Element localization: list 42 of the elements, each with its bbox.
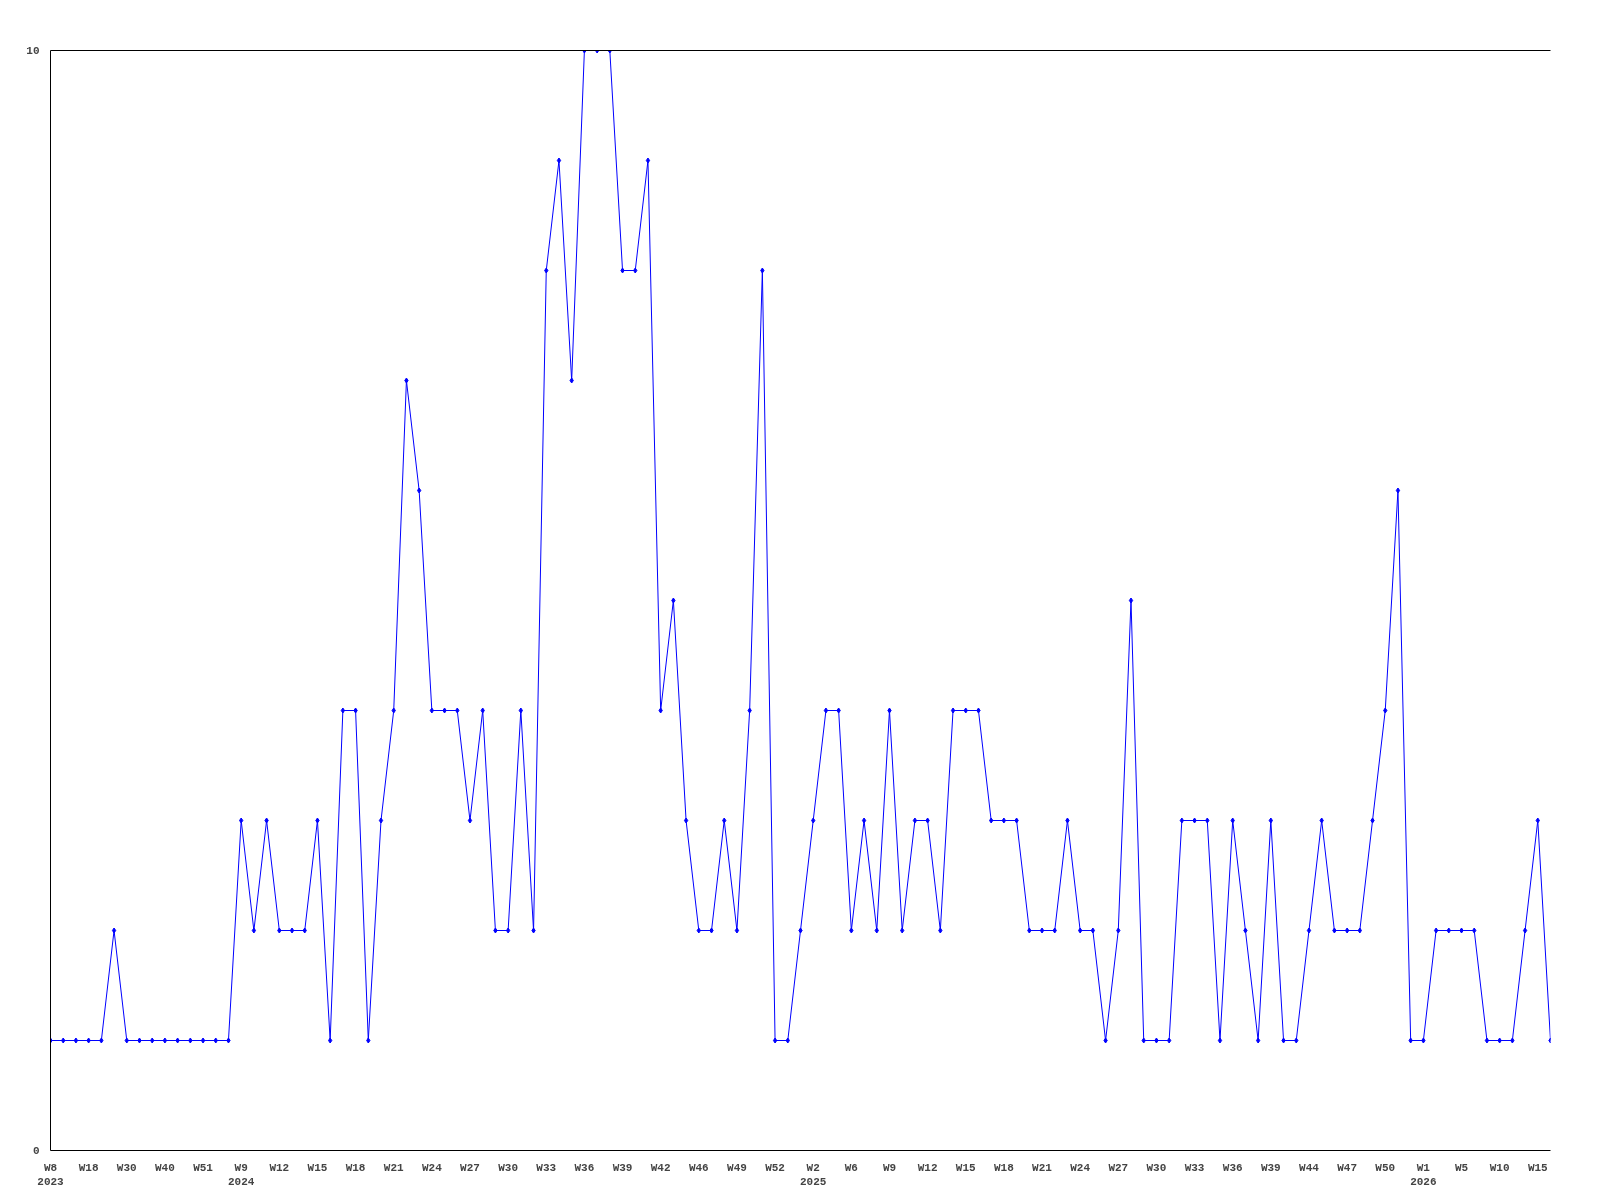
- x-tick-label: W12: [917, 1161, 938, 1174]
- x-tick-label: W8 2023: [37, 1161, 65, 1188]
- x-tick-label: W30: [116, 1161, 137, 1174]
- x-tick-label: W21: [383, 1161, 405, 1174]
- x-tick-label: W52: [765, 1161, 785, 1174]
- x-tick-label: W39: [612, 1161, 633, 1174]
- x-tick-label: W46: [688, 1161, 709, 1174]
- x-tick-label: W24: [421, 1161, 443, 1174]
- x-tick-label: W27: [460, 1161, 480, 1174]
- x-tick-label: W30: [1146, 1161, 1167, 1174]
- x-tick-label: W9 2024: [227, 1161, 255, 1188]
- x-tick-label: W33: [536, 1161, 557, 1174]
- x-tick-label: W27: [1108, 1161, 1129, 1174]
- x-tick-label: W10: [1489, 1161, 1510, 1174]
- x-tick-label: W12: [269, 1161, 290, 1174]
- x-tick-label: W36: [574, 1161, 595, 1174]
- x-tick-label: W2 2025: [800, 1161, 827, 1188]
- x-tick-label: W33: [1184, 1161, 1205, 1174]
- x-tick-label: W15: [1527, 1161, 1549, 1174]
- x-tick-label: W51: [193, 1161, 214, 1174]
- x-tick-label: W42: [650, 1161, 671, 1174]
- x-tick-label: W50: [1375, 1161, 1396, 1174]
- x-tick-label: W5: [1454, 1161, 1469, 1174]
- x-tick-label: W30: [498, 1161, 519, 1174]
- x-tick-label: W18: [78, 1161, 99, 1174]
- y-tick-label: 0: [32, 1145, 40, 1157]
- x-tick-label: W1 2026: [1410, 1161, 1437, 1188]
- x-tick-label: W18: [345, 1161, 366, 1174]
- x-tick-label: W49: [727, 1161, 747, 1174]
- x-tick-label: W15: [307, 1161, 328, 1174]
- x-tick-label: W6: [844, 1161, 858, 1174]
- x-tick-label: W15: [955, 1161, 977, 1174]
- x-tick-label: W9: [882, 1161, 897, 1174]
- x-tick-label: W21: [1032, 1161, 1053, 1174]
- x-tick-label: W18: [993, 1161, 1015, 1174]
- x-tick-label: W40: [155, 1161, 175, 1174]
- x-tick-label: W24: [1070, 1161, 1091, 1174]
- x-tick-label: W39: [1260, 1161, 1281, 1174]
- x-tick-label: W44: [1299, 1161, 1320, 1174]
- x-tick-label: W36: [1222, 1161, 1243, 1174]
- y-tick-label: 10: [26, 45, 40, 57]
- x-tick-label: W47: [1337, 1161, 1358, 1174]
